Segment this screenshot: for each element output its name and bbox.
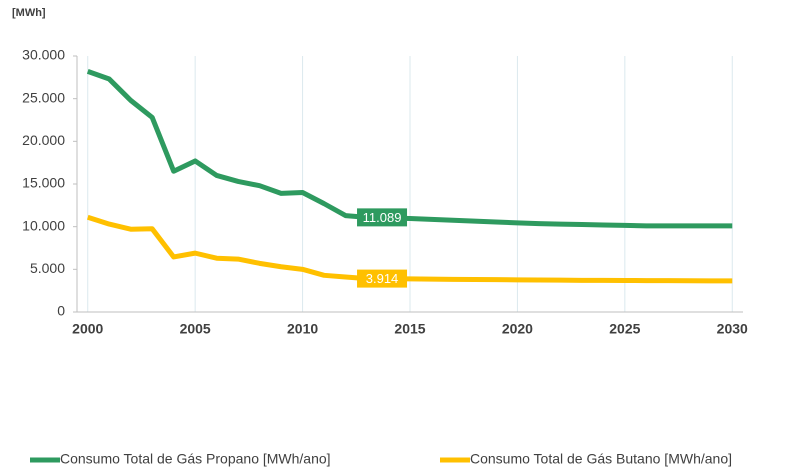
x-tick-label: 2030 <box>717 321 748 337</box>
y-tick-label: 5.000 <box>30 260 65 276</box>
x-tick-label: 2020 <box>502 321 533 337</box>
data-label-box <box>357 208 408 227</box>
data-label: 3.914 <box>366 271 399 286</box>
y-tick-label: 20.000 <box>22 132 65 148</box>
x-tick-label: 2025 <box>609 321 640 337</box>
x-tick-label: 2000 <box>72 321 103 337</box>
y-tick-label: 15.000 <box>22 175 65 191</box>
x-tick-label: 2005 <box>180 321 211 337</box>
series-line <box>86 69 733 229</box>
series-line <box>86 214 733 284</box>
x-tick-label: 2015 <box>394 321 425 337</box>
data-label-box <box>357 269 408 288</box>
unit-label: [MWh] <box>12 7 46 19</box>
legend-label: Consumo Total de Gás Butano [MWh/ano] <box>470 451 732 467</box>
y-tick-label: 10.000 <box>22 217 65 233</box>
y-tick-label: 0 <box>57 303 65 319</box>
data-label: 11.089 <box>363 210 402 225</box>
y-tick-label: 30.000 <box>22 47 65 63</box>
x-tick-label: 2010 <box>287 321 318 337</box>
y-tick-label: 25.000 <box>22 89 65 105</box>
legend-label: Consumo Total de Gás Propano [MWh/ano] <box>60 451 331 467</box>
